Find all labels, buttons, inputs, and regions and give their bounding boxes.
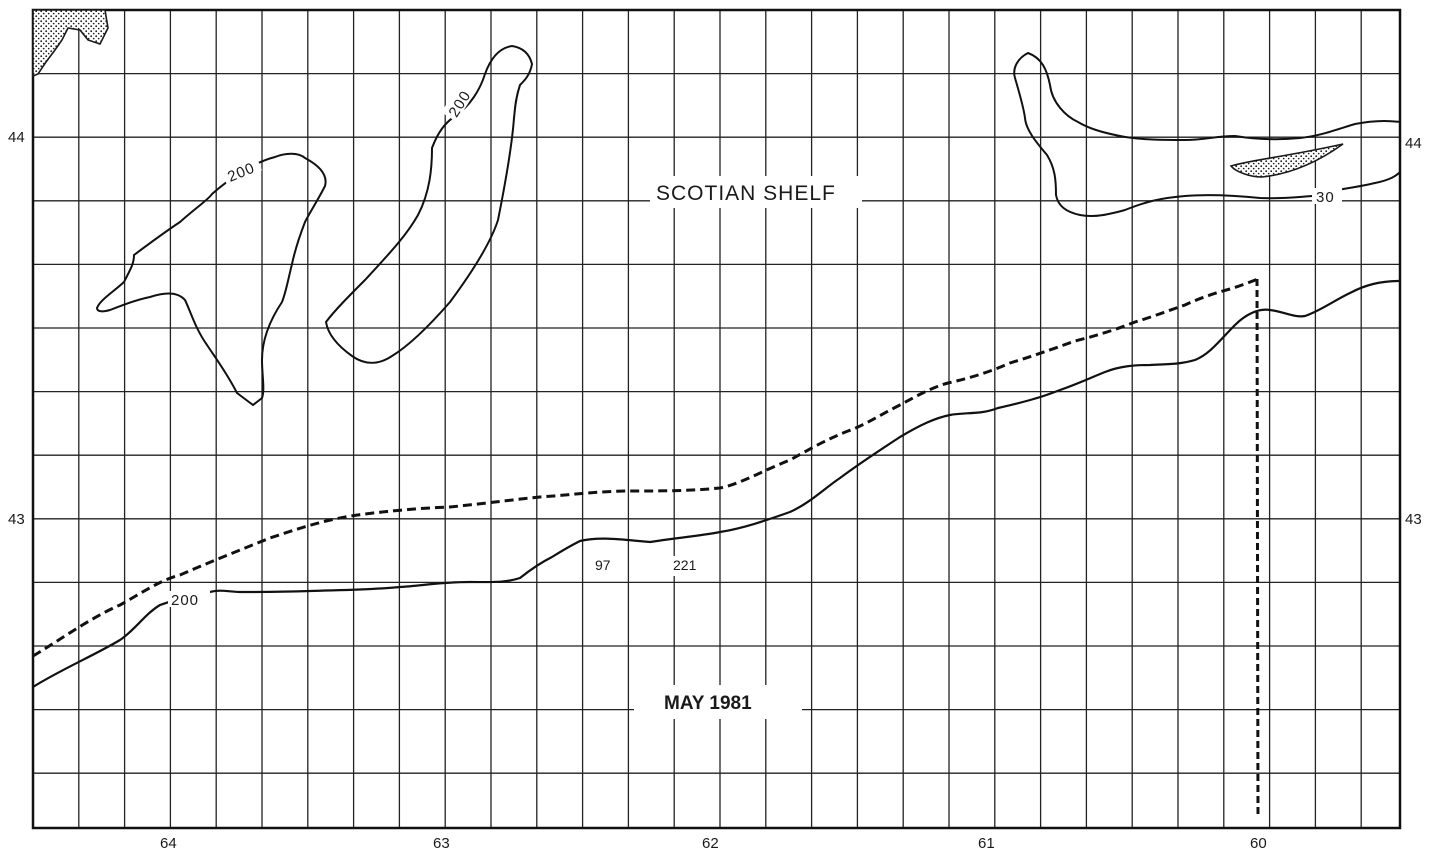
lat-tick-left-44: 44 xyxy=(8,129,25,146)
lat-tick-left-43: 43 xyxy=(8,511,25,528)
contour-200-bank-east xyxy=(1013,51,1401,218)
station-value-97: 97 xyxy=(595,557,611,573)
contour-label-bank-west: 200 xyxy=(225,159,257,185)
front-line-dashed xyxy=(32,277,1259,658)
lon-tick-61: 61 xyxy=(978,835,995,852)
lon-tick-62: 62 xyxy=(702,835,719,852)
lon-tick-63: 63 xyxy=(433,835,450,852)
map-frame xyxy=(31,8,1402,830)
contour-label-shallow: 30 xyxy=(1316,189,1335,206)
lon-tick-64: 64 xyxy=(160,835,177,852)
lon-tick-60: 60 xyxy=(1250,835,1267,852)
contour-label-shelf-edge: 200 xyxy=(171,592,199,609)
region-label: SCOTIAN SHELF xyxy=(656,182,836,205)
contour-200-bank-west xyxy=(95,152,327,407)
contour-200-shelf-edge xyxy=(32,279,1401,688)
date-title-label: MAY 1981 xyxy=(664,693,752,714)
contour-200-bank-central xyxy=(324,44,534,364)
station-value-221: 221 xyxy=(673,557,697,573)
coastline-land xyxy=(32,9,109,78)
front-line-vertical xyxy=(1255,278,1260,819)
contour-label-group: 200 200 200 30 xyxy=(168,80,1342,609)
sable-bank-shoal xyxy=(1229,143,1344,178)
lat-tick-right-44: 44 xyxy=(1405,135,1422,152)
lat-tick-right-43: 43 xyxy=(1405,511,1422,528)
